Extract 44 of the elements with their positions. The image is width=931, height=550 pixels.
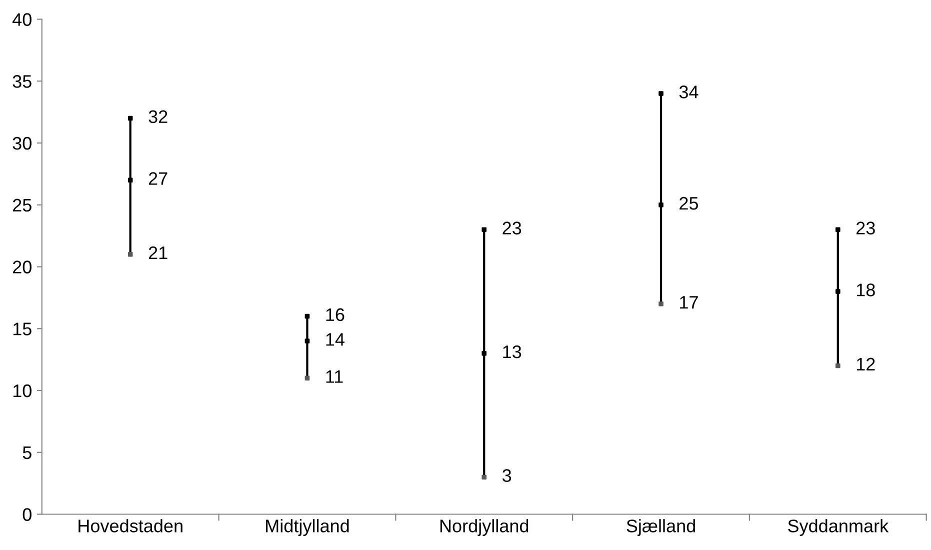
data-label: 21	[148, 246, 168, 260]
point	[128, 252, 133, 257]
point	[304, 338, 310, 344]
x-tick-label: Syddanmark	[788, 519, 889, 536]
data-label: 17	[680, 296, 698, 309]
point	[128, 116, 133, 121]
data-label: 14	[326, 333, 344, 346]
data-label: 3	[502, 469, 512, 482]
y-tick-label: 40	[12, 13, 32, 26]
point	[836, 289, 840, 294]
y-tick-label: 20	[13, 260, 32, 274]
x-tick-label: Midtjylland	[266, 519, 349, 536]
point	[304, 314, 310, 319]
y-tick-label: 15	[13, 322, 32, 336]
y-tick-label: 0	[22, 508, 32, 521]
data-label: 12	[856, 358, 875, 370]
point	[836, 227, 840, 232]
x-tick-label: Sjælland	[626, 519, 695, 536]
point	[658, 301, 664, 306]
y-tick-label: 25	[13, 198, 32, 212]
y-tick-label: 10	[13, 384, 32, 398]
x-tick-label: Hovedstaden	[78, 519, 182, 532]
data-label: 32	[148, 110, 168, 124]
y-tick-label: 5	[22, 446, 32, 460]
point	[836, 363, 840, 368]
point	[658, 91, 664, 96]
data-label: 27	[148, 172, 168, 185]
data-label: 23	[502, 222, 522, 234]
data-label: 34	[679, 86, 698, 98]
point	[482, 474, 487, 480]
y-tick-label: 35	[12, 75, 32, 88]
point	[482, 227, 487, 232]
x-tick-label: Nordjylland	[440, 519, 528, 536]
data-label: 11	[326, 370, 343, 383]
data-label: 25	[680, 196, 698, 210]
data-label: 18	[856, 284, 875, 296]
data-label: 16	[326, 308, 344, 322]
point	[128, 178, 133, 183]
point	[482, 350, 487, 356]
point	[304, 376, 310, 381]
y-tick-label: 30	[12, 136, 32, 150]
data-label: 13	[503, 345, 522, 358]
data-label: 23	[856, 222, 875, 234]
point	[658, 202, 664, 208]
